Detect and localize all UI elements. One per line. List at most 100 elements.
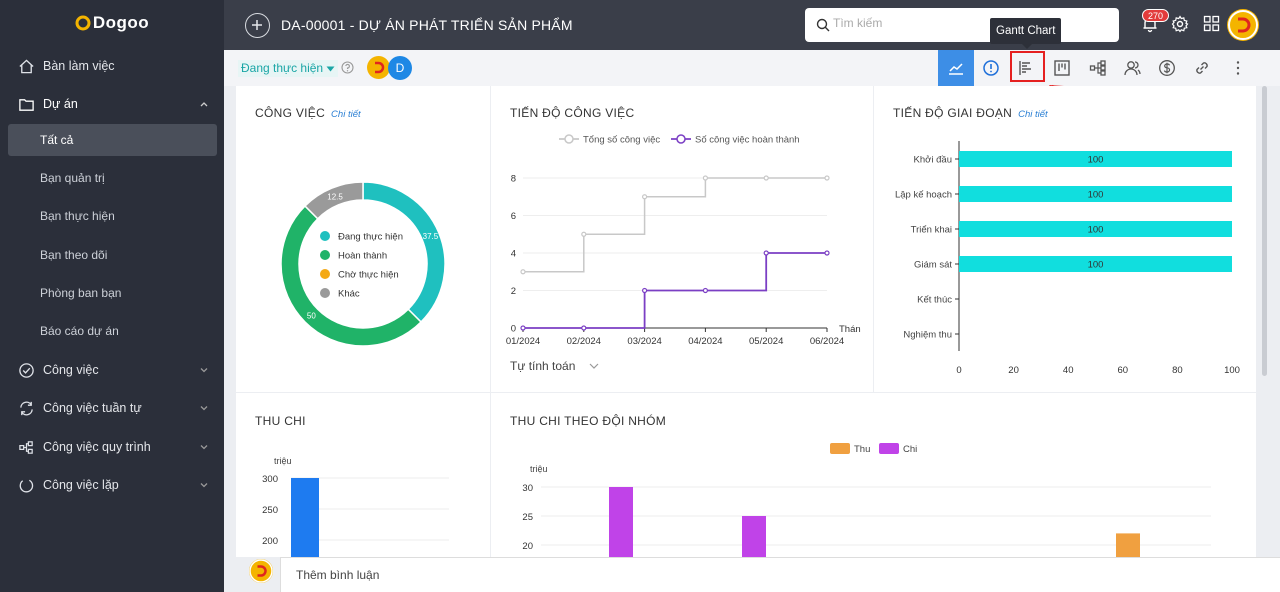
- help-icon[interactable]: [341, 61, 354, 74]
- chart-view-button[interactable]: [938, 50, 974, 86]
- y-tick-label: Nghiệm thu: [903, 330, 952, 341]
- info-button[interactable]: [973, 50, 1009, 86]
- bar-data-label: 100: [1088, 225, 1104, 236]
- dollar-icon: [1159, 60, 1175, 76]
- project-title: DA-00001 - DỰ ÁN PHÁT TRIỂN SẢN PHẨM: [281, 17, 573, 33]
- sidebar-item-desk[interactable]: Bàn làm việc: [0, 51, 224, 81]
- bar: [959, 151, 1232, 167]
- comment-placeholder: Thêm bình luận: [296, 568, 380, 582]
- y-tick-label: Giám sát: [914, 260, 952, 271]
- apps-grid-icon[interactable]: [1203, 15, 1220, 32]
- x-tick-label: 20: [1008, 365, 1019, 376]
- phase-detail-link[interactable]: Chi tiết: [1018, 109, 1048, 120]
- member-avatar-initial[interactable]: D: [388, 56, 412, 80]
- legend-label: Tổng số công việc: [583, 135, 660, 146]
- calc-mode-dropdown[interactable]: Tự tính toán: [510, 359, 599, 373]
- legend-label: Đang thực hiện: [338, 232, 403, 243]
- legend-label: Số công việc hoàn thành: [695, 135, 800, 146]
- chevron-down-icon[interactable]: [198, 364, 210, 376]
- app-logo[interactable]: Dogoo: [0, 0, 224, 46]
- sidebar-item-sequential[interactable]: Công việc tuần tự: [0, 393, 224, 423]
- comment-bar: Thêm bình luận: [224, 557, 1280, 592]
- home-icon: [19, 59, 34, 74]
- chevron-down-icon[interactable]: [198, 441, 210, 453]
- more-button[interactable]: [1220, 50, 1256, 86]
- sidebar-item-label: Bàn làm việc: [43, 59, 115, 73]
- member-avatar[interactable]: [367, 56, 390, 79]
- sidebar-sub-all[interactable]: Tất cả: [8, 124, 217, 156]
- bar: [291, 478, 319, 557]
- user-avatar[interactable]: [1227, 9, 1259, 41]
- finance-bar-chart: triệu 200 250 300: [262, 456, 449, 557]
- member-logo-icon: [367, 56, 390, 79]
- more-icon: [1236, 61, 1240, 75]
- card-title-phase-progress: TIẾN ĐỘ GIAI ĐOẠN Chi tiết: [893, 106, 1048, 120]
- sidebar-item-label: Công việc: [43, 363, 99, 377]
- chevron-down-icon[interactable]: [198, 402, 210, 414]
- chevron-up-icon[interactable]: [198, 98, 210, 110]
- gantt-chart-button[interactable]: [1008, 50, 1044, 86]
- search-box[interactable]: [805, 8, 1119, 42]
- bar-data-label: 100: [1088, 190, 1104, 201]
- comment-input[interactable]: Thêm bình luận: [280, 557, 1280, 592]
- x-tick-label: 04/2024: [688, 336, 722, 347]
- comment-avatar-logo-icon: [249, 559, 273, 583]
- card-title-text: CÔNG VIỆC: [255, 106, 326, 120]
- finance-button[interactable]: [1149, 50, 1185, 86]
- chevron-down-icon[interactable]: [198, 479, 210, 491]
- y-tick-label: Lập kế hoạch: [895, 190, 952, 201]
- legend-label: Chờ thực hiện: [338, 270, 399, 281]
- donut-data-label: 50: [307, 312, 316, 321]
- donut-data-label: 37.5: [423, 232, 439, 241]
- sidebar-sub-label: Tất cả: [40, 133, 74, 147]
- members-button[interactable]: [1114, 50, 1150, 86]
- bar: [959, 221, 1232, 237]
- y-tick-label: 250: [262, 505, 278, 516]
- kanban-button[interactable]: [1044, 50, 1080, 86]
- card-title-team-finance: THU CHI THEO ĐỘI NHÓM: [510, 414, 667, 428]
- avatar-logo-icon: [1228, 10, 1258, 40]
- sync-icon: [20, 401, 33, 416]
- sidebar-item-label: Công việc lặp: [43, 478, 119, 492]
- data-point: [702, 175, 708, 181]
- info-icon: [983, 60, 999, 76]
- sidebar-sub-admin[interactable]: Bạn quản trị: [8, 162, 217, 194]
- x-tick-label: 40: [1063, 365, 1074, 376]
- x-tick-label: 80: [1172, 365, 1183, 376]
- status-dropdown[interactable]: Đang thực hiện: [238, 60, 339, 77]
- sidebar-item-tasks[interactable]: Công việc: [0, 355, 224, 385]
- sidebar-item-label: Dự án: [43, 97, 78, 111]
- link-button[interactable]: [1184, 50, 1220, 86]
- legend-label: Khác: [338, 289, 360, 300]
- loop-icon: [19, 479, 34, 493]
- team-finance-card: THU CHI THEO ĐỘI NHÓM triệu 20 25 30 Thu Chi: [491, 393, 1256, 557]
- sidebar-sub-label: Bạn quản trị: [40, 171, 105, 185]
- search-input[interactable]: [833, 16, 1103, 30]
- sidebar-sub-report[interactable]: Báo cáo dự án: [8, 315, 217, 347]
- sidebar-item-recurring[interactable]: Công việc lặp: [0, 470, 224, 500]
- structure-button[interactable]: [1080, 50, 1116, 86]
- tasks-card: CÔNG VIỆC Chi tiết 37.5 50 12.5 Đang thực hi…: [236, 86, 490, 392]
- gantt-tooltip: Gantt Chart: [990, 18, 1062, 49]
- y-tick-label: 25: [522, 512, 533, 523]
- gantt-icon: [1019, 61, 1031, 75]
- top-bar: DA-00001 - DỰ ÁN PHÁT TRIỂN SẢN PHẨM 270: [224, 0, 1280, 50]
- sidebar-item-label: Công việc quy trình: [43, 440, 151, 454]
- sidebar-sub-following[interactable]: Bạn theo dõi: [8, 239, 217, 271]
- gear-icon[interactable]: [1171, 15, 1189, 33]
- tree-icon: [1089, 60, 1106, 76]
- sidebar-sub-label: Báo cáo dự án: [40, 324, 119, 338]
- y-tick-label: 30: [522, 483, 533, 494]
- legend-swatch: [320, 269, 330, 279]
- data-point: [581, 325, 587, 331]
- add-button[interactable]: [245, 13, 270, 38]
- caret-down-icon: [326, 66, 335, 72]
- data-point: [763, 250, 769, 256]
- tasks-detail-link[interactable]: Chi tiết: [331, 109, 361, 120]
- sidebar-item-workflow[interactable]: Công việc quy trình: [0, 432, 224, 462]
- sidebar-sub-department[interactable]: Phòng ban bạn: [8, 277, 217, 309]
- scrollbar[interactable]: [1262, 86, 1267, 376]
- sidebar-sub-doing[interactable]: Bạn thực hiện: [8, 200, 217, 232]
- sidebar-item-projects[interactable]: Dự án: [0, 89, 224, 119]
- data-point: [824, 175, 830, 181]
